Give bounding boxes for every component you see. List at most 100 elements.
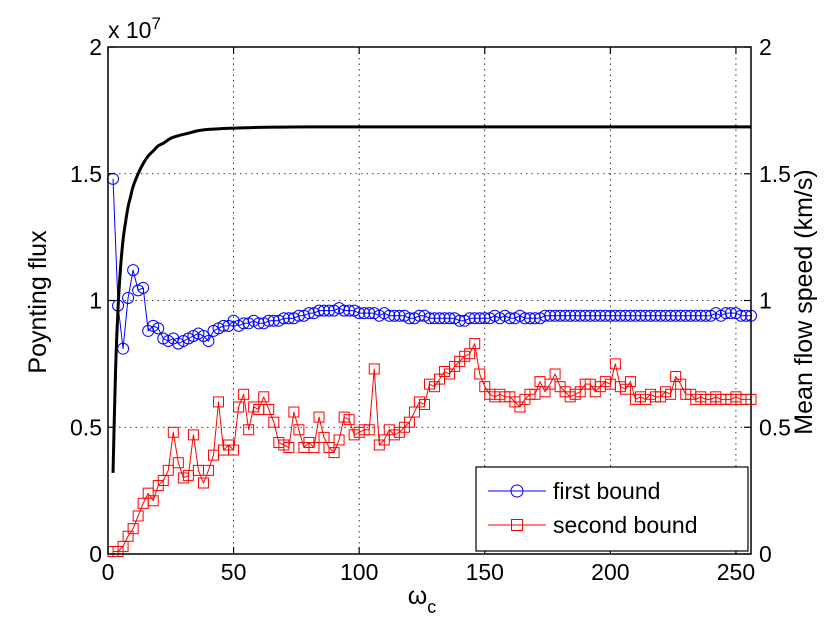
- data-point: [518, 312, 531, 325]
- data-point: [589, 309, 602, 322]
- series-mean-flow-speed: [111, 125, 751, 473]
- y-exponent-label: x 107: [108, 14, 161, 43]
- data-point: [549, 309, 562, 322]
- data-point: [619, 309, 632, 322]
- y-tick-label-right: 0.5: [759, 414, 791, 440]
- x-tick-label: 100: [340, 559, 378, 585]
- data-point: [312, 304, 325, 317]
- y-tick-label-right: 1: [759, 288, 772, 314]
- data-point: [438, 312, 451, 325]
- x-axis-label-main: ω: [408, 582, 428, 610]
- series-second-bound: [107, 338, 757, 557]
- data-point: [639, 309, 652, 322]
- data-point: [363, 424, 375, 436]
- y-tick-label-left: 0: [89, 541, 102, 567]
- data-point: [263, 404, 275, 416]
- legend-marker-second-bound: [511, 519, 523, 531]
- data-point: [162, 464, 174, 476]
- data-point: [523, 312, 536, 325]
- legend: first bound second bound: [475, 466, 749, 552]
- data-point: [544, 309, 557, 322]
- data-point: [433, 312, 446, 325]
- data-point: [604, 309, 617, 322]
- data-point: [167, 426, 179, 438]
- data-point: [197, 477, 209, 489]
- data-point: [684, 309, 697, 322]
- data-point: [689, 309, 702, 322]
- data-point: [268, 416, 280, 428]
- data-point: [468, 312, 481, 325]
- data-point: [308, 442, 320, 454]
- data-point: [343, 414, 355, 426]
- data-point: [243, 424, 255, 436]
- y-exponent-base: x 10: [108, 17, 151, 43]
- data-point: [213, 396, 225, 408]
- data-point: [383, 309, 396, 322]
- data-point: [238, 388, 250, 400]
- data-point: [549, 368, 561, 380]
- series-line: [111, 125, 751, 473]
- data-point: [734, 309, 747, 322]
- x-tick-label: 150: [466, 559, 504, 585]
- data-point: [328, 447, 340, 459]
- data-point: [574, 309, 587, 322]
- data-point: [624, 309, 637, 322]
- data-point: [127, 523, 139, 535]
- data-point: [202, 335, 215, 348]
- data-point: [564, 309, 577, 322]
- series-first-bound: [107, 172, 757, 355]
- legend-label-first-bound: first bound: [553, 478, 660, 504]
- data-point: [187, 429, 199, 441]
- data-point: [288, 406, 300, 418]
- data-point: [474, 368, 486, 380]
- data-point: [569, 309, 582, 322]
- data-point: [172, 457, 184, 469]
- x-tick-label: 250: [717, 559, 755, 585]
- x-axis-label-sub: c: [427, 597, 436, 617]
- data-point: [358, 307, 371, 320]
- y-axis-label-right: Mean flow speed (km/s): [790, 169, 818, 434]
- data-point: [469, 338, 481, 350]
- data-point: [664, 309, 677, 322]
- y-exponent-power: 7: [151, 14, 160, 33]
- y-tick-label-left: 1.5: [70, 161, 102, 187]
- data-point: [228, 444, 240, 456]
- data-point: [283, 442, 295, 454]
- data-point: [333, 434, 345, 446]
- data-point: [665, 388, 677, 400]
- data-point: [318, 304, 331, 317]
- legend-label-second-bound: second bound: [553, 512, 698, 538]
- data-point: [137, 281, 150, 294]
- data-point: [132, 510, 144, 522]
- x-tick-label: 0: [102, 559, 115, 585]
- x-axis-label: ωc: [408, 582, 437, 617]
- data-point: [669, 309, 682, 322]
- y-tick-label-right: 0: [759, 541, 772, 567]
- y-tick-label-left: 0.5: [70, 414, 102, 440]
- data-point: [649, 309, 662, 322]
- plot-series: [107, 125, 757, 557]
- data-point: [609, 309, 622, 322]
- data-point: [217, 319, 230, 332]
- data-point: [719, 307, 732, 320]
- data-point: [147, 495, 159, 507]
- data-point: [152, 322, 165, 335]
- data-point: [127, 264, 140, 277]
- y-tick-label-left: 2: [89, 34, 102, 60]
- grid-lines: [108, 47, 751, 554]
- y-tick-label-right: 2: [759, 34, 772, 60]
- data-point: [584, 309, 597, 322]
- data-point: [258, 391, 270, 403]
- data-point: [428, 312, 441, 325]
- x-tick-label: 200: [591, 559, 629, 585]
- data-point: [659, 309, 672, 322]
- data-point: [674, 309, 687, 322]
- data-point: [609, 358, 621, 370]
- data-point: [629, 309, 642, 322]
- data-point: [277, 312, 290, 325]
- y-tick-label-left: 1: [89, 288, 102, 314]
- data-point: [338, 304, 351, 317]
- data-point: [559, 309, 572, 322]
- data-point: [679, 309, 692, 322]
